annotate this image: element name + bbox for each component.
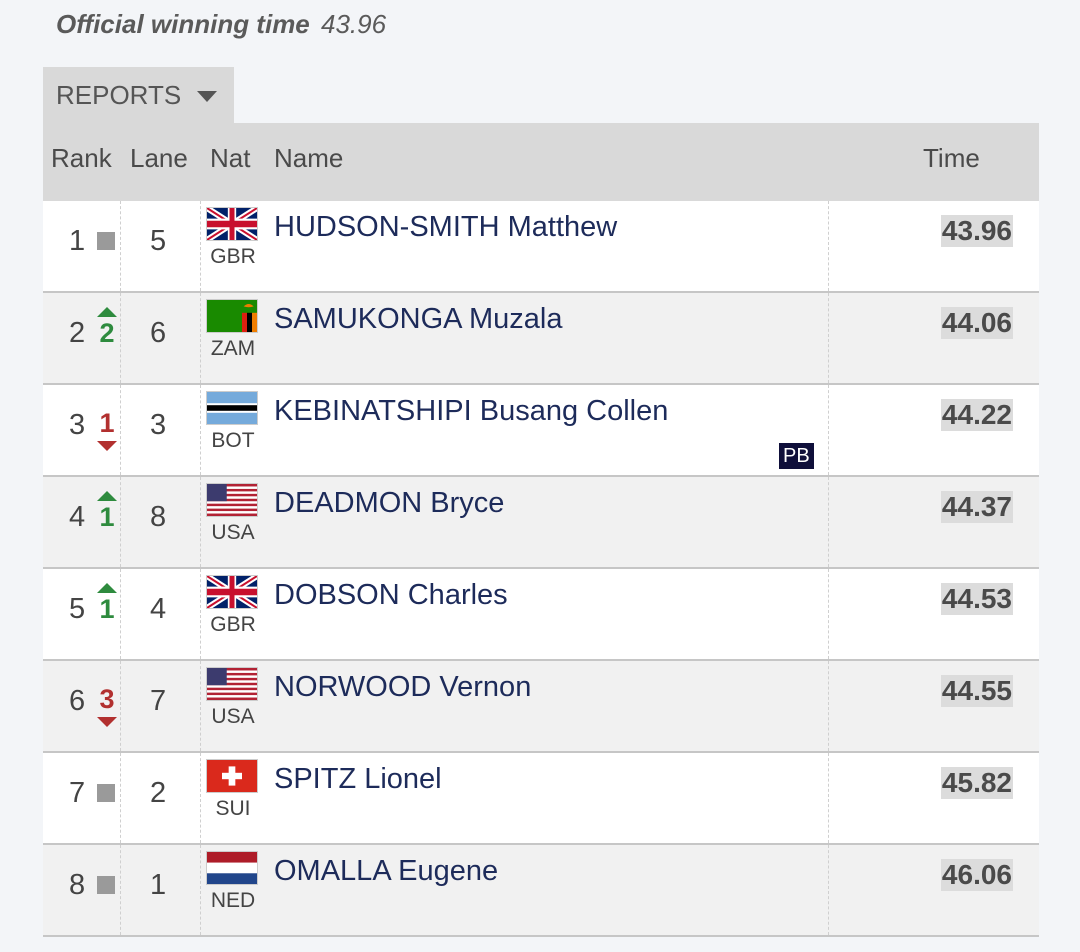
rank-change-value: 1 [99, 594, 115, 624]
table-header: Rank Lane Nat Name Time [43, 123, 1039, 201]
athlete-name[interactable]: NORWOOD Vernon [274, 671, 532, 703]
table-row[interactable]: 7 2 SUI SPITZ Lionel 45.82 [43, 753, 1039, 845]
table-row[interactable]: 4 1 8 USA DEADMON Bryce 44.37 [43, 477, 1039, 569]
rank-down-indicator: 3 [95, 675, 119, 739]
ned-flag-icon [206, 851, 258, 885]
rank-down-indicator: 1 [95, 399, 119, 463]
no-change-icon [95, 859, 119, 923]
nationality-code: GBR [210, 245, 256, 268]
result-time: 44.55 [940, 675, 1013, 707]
reports-label: REPORTS [56, 79, 182, 110]
nationality-code: SUI [215, 797, 251, 820]
lane-value: 6 [150, 317, 167, 349]
result-time: 46.06 [940, 859, 1013, 891]
athlete-name[interactable]: DEADMON Bryce [274, 487, 505, 519]
lane-value: 2 [150, 777, 167, 809]
zam-flag-icon [206, 299, 258, 333]
athlete-name[interactable]: SPITZ Lionel [274, 763, 442, 795]
rank-value: 4 [69, 501, 86, 533]
column-header-time: Time [923, 143, 980, 173]
lane-value: 8 [150, 501, 167, 533]
result-time: 44.53 [940, 583, 1013, 615]
nationality-code: NED [210, 889, 256, 912]
rank-value: 3 [69, 409, 86, 441]
athlete-name[interactable]: DOBSON Charles [274, 579, 508, 611]
nationality-code: USA [211, 705, 255, 728]
lane-value: 1 [150, 869, 167, 901]
athlete-name[interactable]: HUDSON-SMITH Matthew [274, 211, 618, 243]
nationality-code: BOT [211, 429, 255, 452]
sui-flag-icon [206, 759, 258, 793]
rank-value: 5 [69, 593, 86, 625]
result-time: 44.06 [940, 307, 1013, 339]
column-header-rank: Rank [51, 143, 112, 173]
result-time: 45.82 [940, 767, 1013, 799]
table-row[interactable]: 2 2 6 ZAM SAMUKONGA Muzala 44.06 [43, 293, 1039, 385]
results-table: Rank Lane Nat Name Time 1 5 GBR HUDSON-SMIT… [43, 123, 1039, 937]
gbr-flag-icon [206, 207, 258, 241]
column-header-lane: Lane [130, 143, 188, 173]
arrow-down-icon [97, 717, 117, 727]
reports-dropdown[interactable]: REPORTS [43, 67, 234, 123]
column-header-name: Name [274, 143, 344, 173]
column-header-nat: Nat [210, 143, 251, 173]
rank-up-indicator: 2 [95, 307, 119, 371]
rank-change-value: 2 [99, 318, 115, 348]
no-change-icon [95, 767, 119, 831]
nationality-code: USA [211, 521, 255, 544]
rank-value: 6 [69, 685, 86, 717]
caret-down-icon [197, 90, 218, 102]
rank-value: 2 [69, 317, 86, 349]
athlete-name[interactable]: KEBINATSHIPI Busang Collen [274, 395, 669, 427]
athlete-name[interactable]: OMALLA Eugene [274, 855, 499, 887]
winning-time-label: Official winning time [56, 9, 310, 39]
personal-best-badge: PB [779, 443, 814, 469]
rank-value: 7 [69, 777, 86, 809]
official-winning-time: Official winning time 43.96 [56, 8, 386, 40]
arrow-down-icon [97, 441, 117, 451]
table-row[interactable]: 3 1 3 BOT KEBINATSHIPI Busang Collen PB 44.22 [43, 385, 1039, 477]
gbr-flag-icon [206, 575, 258, 609]
rank-change-value: 3 [99, 684, 115, 714]
usa-flag-icon [206, 483, 258, 517]
rank-change-value: 1 [99, 408, 115, 438]
lane-value: 3 [150, 409, 167, 441]
rank-change-value: 1 [99, 502, 115, 532]
winning-time-value: 43.96 [321, 9, 387, 39]
lane-value: 5 [150, 225, 167, 257]
rank-up-indicator: 1 [95, 583, 119, 647]
no-change-icon [95, 215, 119, 279]
table-row[interactable]: 5 1 4 GBR DOBSON Charles 44.53 [43, 569, 1039, 661]
arrow-up-icon [97, 583, 117, 593]
table-row[interactable]: 6 3 7 USA NORWOOD Vernon 44.55 [43, 661, 1039, 753]
table-body: 1 5 GBR HUDSON-SMITH Matthew 43.96 2 2 6 ZAM SAMU… [43, 201, 1039, 937]
result-time: 44.37 [940, 491, 1013, 523]
arrow-up-icon [97, 491, 117, 501]
usa-flag-icon [206, 667, 258, 701]
result-time: 43.96 [940, 215, 1013, 247]
nationality-code: GBR [210, 613, 256, 636]
arrow-up-icon [97, 307, 117, 317]
table-row[interactable]: 8 1 NED OMALLA Eugene 46.06 [43, 845, 1039, 937]
rank-value: 8 [69, 869, 86, 901]
bot-flag-icon [206, 391, 258, 425]
rank-value: 1 [69, 225, 86, 257]
rank-up-indicator: 1 [95, 491, 119, 555]
result-time: 44.22 [940, 399, 1013, 431]
table-row[interactable]: 1 5 GBR HUDSON-SMITH Matthew 43.96 [43, 201, 1039, 293]
lane-value: 7 [150, 685, 167, 717]
lane-value: 4 [150, 593, 167, 625]
nationality-code: ZAM [210, 337, 256, 360]
athlete-name[interactable]: SAMUKONGA Muzala [274, 303, 563, 335]
